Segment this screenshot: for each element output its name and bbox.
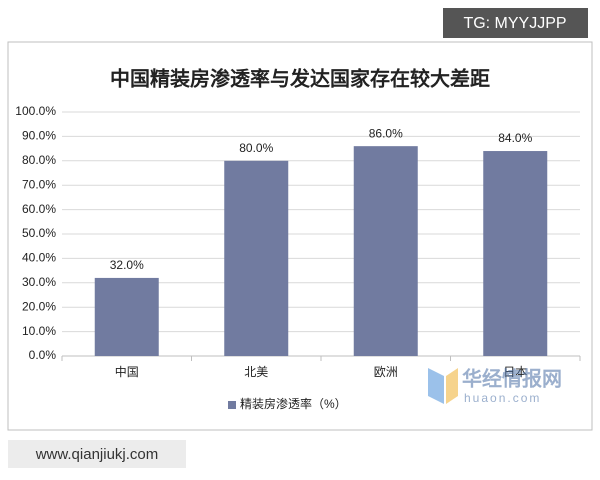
x-tick-label: 北美 <box>244 365 268 379</box>
legend-label: 精装房渗透率（%） <box>240 396 347 411</box>
x-tick-label: 日本 <box>503 365 527 379</box>
logo-name: 华经情报网 <box>462 366 562 390</box>
watermark-text: TG: MYYJJPP <box>463 15 566 32</box>
value-label: 86.0% <box>369 126 403 140</box>
y-tick-label: 30.0% <box>22 275 56 289</box>
y-tick-label: 50.0% <box>22 226 56 240</box>
y-tick-label: 100.0% <box>15 104 56 118</box>
y-tick-label: 70.0% <box>22 177 56 191</box>
value-label: 32.0% <box>110 258 144 272</box>
logo: 华经情报网 huaon.com <box>428 366 562 405</box>
bar <box>353 146 418 356</box>
bar <box>483 151 548 356</box>
y-tick-label: 60.0% <box>22 202 56 216</box>
watermark-box <box>8 440 186 468</box>
value-label: 80.0% <box>239 141 273 155</box>
x-tick-label: 欧洲 <box>374 365 398 379</box>
logo-icon <box>446 368 458 404</box>
y-tick-label: 20.0% <box>22 299 56 313</box>
y-tick-label: 90.0% <box>22 129 56 143</box>
y-tick-label: 80.0% <box>22 153 56 167</box>
watermark-text: www.qianjiukj.com <box>35 446 159 463</box>
watermark-box <box>443 8 588 38</box>
bar <box>224 160 289 356</box>
bar <box>94 277 159 356</box>
x-tick-label: 中国 <box>115 364 139 379</box>
chart-title: 中国精装房渗透率与发达国家存在较大差距 <box>110 67 490 91</box>
y-tick-label: 40.0% <box>22 251 56 265</box>
y-tick-label: 10.0% <box>22 324 56 338</box>
legend-swatch <box>228 401 236 409</box>
value-label: 84.0% <box>498 131 532 145</box>
logo-url: huaon.com <box>464 391 541 405</box>
logo-icon <box>428 368 444 404</box>
y-tick-label: 0.0% <box>29 348 57 362</box>
